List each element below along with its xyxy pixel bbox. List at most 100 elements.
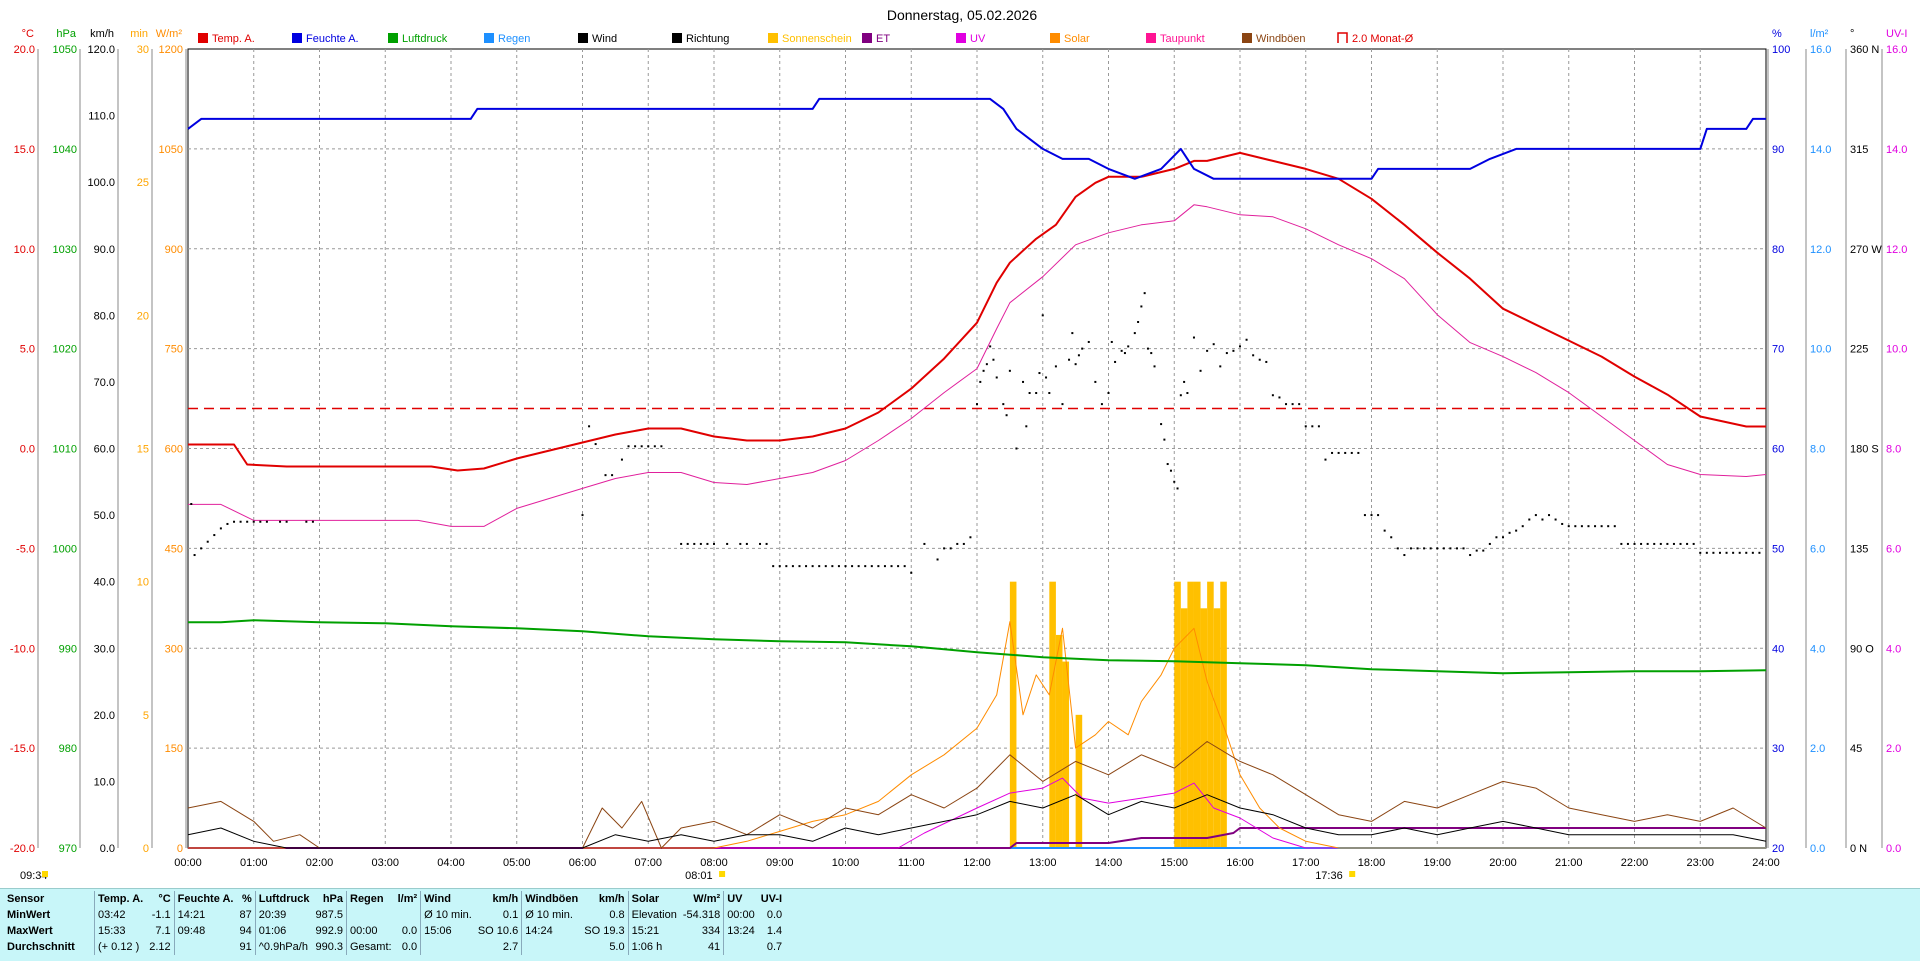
left-axis-tick-label: 110.0 xyxy=(88,111,115,123)
left-axis-tick-label: 5 xyxy=(143,710,149,722)
x-tick-label: 22:00 xyxy=(1621,857,1649,869)
wind-direction-point xyxy=(989,345,992,348)
left-axis-tick-label: 1040 xyxy=(53,144,77,156)
wind-direction-point xyxy=(890,565,893,568)
sunshine-bar xyxy=(1207,581,1214,848)
wind-direction-point xyxy=(653,445,656,448)
wind-direction-point xyxy=(693,542,696,545)
statistics-cell xyxy=(521,939,582,955)
wind-direction-point xyxy=(1686,542,1689,545)
sunshine-bar xyxy=(1075,714,1083,848)
wind-direction-point xyxy=(1745,551,1748,554)
wind-direction-point xyxy=(660,445,663,448)
wind-direction-point xyxy=(1620,542,1623,545)
chart-title: Donnerstag, 05.02.2026 xyxy=(887,7,1037,23)
legend-label: Taupunkt xyxy=(1160,33,1205,45)
wind-direction-point xyxy=(1120,349,1123,352)
statistics-cell: Elevation xyxy=(627,907,680,923)
wind-direction-point xyxy=(1679,542,1682,545)
wind-direction-point xyxy=(1659,542,1662,545)
wind-direction-point xyxy=(923,542,926,545)
wind-direction-point xyxy=(982,369,985,372)
sunshine-bar xyxy=(1062,661,1070,848)
left-axis-unit: W/m² xyxy=(156,28,183,40)
statistics-cell: 91 xyxy=(239,941,252,953)
wind-direction-point xyxy=(1107,392,1110,395)
right-axis-tick-label: 100 xyxy=(1772,44,1790,56)
x-tick-label: 04:00 xyxy=(437,857,465,869)
x-tick-label: 16:00 xyxy=(1226,857,1254,869)
left-axis-unit: °C xyxy=(22,28,34,40)
right-axis-tick-label: 16.0 xyxy=(1886,44,1907,56)
right-axis-tick-label: 8.0 xyxy=(1810,444,1825,456)
right-axis-tick-label: 40 xyxy=(1772,643,1784,655)
statistics-cell: 0.8 xyxy=(609,909,625,921)
right-axis-tick-label: 16.0 xyxy=(1810,44,1831,56)
wind-direction-point xyxy=(1751,551,1754,554)
statistics-cell: SO 19.3 xyxy=(584,925,625,937)
statistics-header-cell: Sensor xyxy=(7,893,45,905)
wind-direction-point xyxy=(200,547,203,550)
wind-direction-point xyxy=(1074,363,1077,366)
left-axis-tick-label: 980 xyxy=(59,743,77,755)
wind-direction-point xyxy=(706,542,709,545)
wind-direction-point xyxy=(305,520,308,523)
left-axis-tick-label: 990 xyxy=(59,643,77,655)
wind-direction-point xyxy=(1732,551,1735,554)
right-axis-tick-label: 360 N xyxy=(1850,44,1879,56)
x-tick-label: 09:00 xyxy=(766,857,794,869)
legend-label: Temp. A. xyxy=(212,33,255,45)
wind-direction-point xyxy=(1225,352,1228,355)
statistics-cell: 14:21 xyxy=(173,907,237,923)
series-line-windb-en xyxy=(187,741,1767,849)
sunshine-bar xyxy=(1055,634,1063,848)
right-axis-tick-label: 225 xyxy=(1850,344,1868,356)
wind-direction-point xyxy=(588,425,591,428)
left-axis-unit: hPa xyxy=(56,28,76,40)
statistics-cell: 41 xyxy=(707,941,721,953)
wind-direction-point xyxy=(824,565,827,568)
left-axis-tick-label: 1000 xyxy=(53,543,77,555)
legend-swatch xyxy=(198,33,208,43)
sunrise-label: 08:01 xyxy=(685,870,713,882)
left-axis-tick-label: 120.0 xyxy=(87,44,115,56)
wind-direction-point xyxy=(1258,358,1261,361)
wind-direction-point xyxy=(1363,514,1366,517)
statistics-cell xyxy=(345,907,395,923)
sunshine-bar xyxy=(1213,608,1221,848)
wind-direction-point xyxy=(1482,549,1485,552)
right-axis-tick-label: 10.0 xyxy=(1810,344,1831,356)
wind-direction-point xyxy=(1035,392,1038,395)
statistics-cell: 03:42 xyxy=(94,907,147,923)
wind-direction-point xyxy=(193,554,196,557)
x-tick-label: 18:00 xyxy=(1358,857,1386,869)
wind-direction-point xyxy=(1114,360,1117,363)
wind-direction-point xyxy=(1475,549,1478,552)
wind-direction-point xyxy=(252,520,255,523)
right-axis-tick-label: 135 xyxy=(1850,543,1868,555)
sunshine-bar xyxy=(1174,581,1181,848)
series-line-luftdruck xyxy=(188,619,1767,675)
wind-direction-point xyxy=(1068,358,1071,361)
wind-direction-point xyxy=(233,520,236,523)
wind-direction-point xyxy=(1054,365,1057,368)
legend-swatch xyxy=(1337,32,1348,43)
wind-direction-point xyxy=(1192,336,1195,339)
wind-direction-point xyxy=(1416,547,1419,550)
wind-direction-point xyxy=(1265,360,1268,363)
statistics-row-average: Durchschnitt (+ 0.12 ) 2.12 91 ^0.9hPa/h 990.… xyxy=(4,939,785,955)
wind-direction-point xyxy=(1291,403,1294,406)
statistics-cell: 09:48 xyxy=(173,923,237,939)
wind-direction-point xyxy=(1337,451,1340,454)
wind-direction-point xyxy=(1712,551,1715,554)
wind-direction-point xyxy=(745,542,748,545)
legend-label: ET xyxy=(876,33,890,45)
wind-direction-point xyxy=(1396,547,1399,550)
chart-background xyxy=(0,0,1920,888)
wind-direction-point xyxy=(1390,536,1393,539)
wind-direction-point xyxy=(1150,352,1153,355)
left-axis-tick-label: 15 xyxy=(137,444,149,456)
statistics-row-label: MaxWert xyxy=(7,925,53,937)
right-axis-tick-label: 2.0 xyxy=(1810,743,1825,755)
right-axis-tick-label: 12.0 xyxy=(1886,244,1907,256)
